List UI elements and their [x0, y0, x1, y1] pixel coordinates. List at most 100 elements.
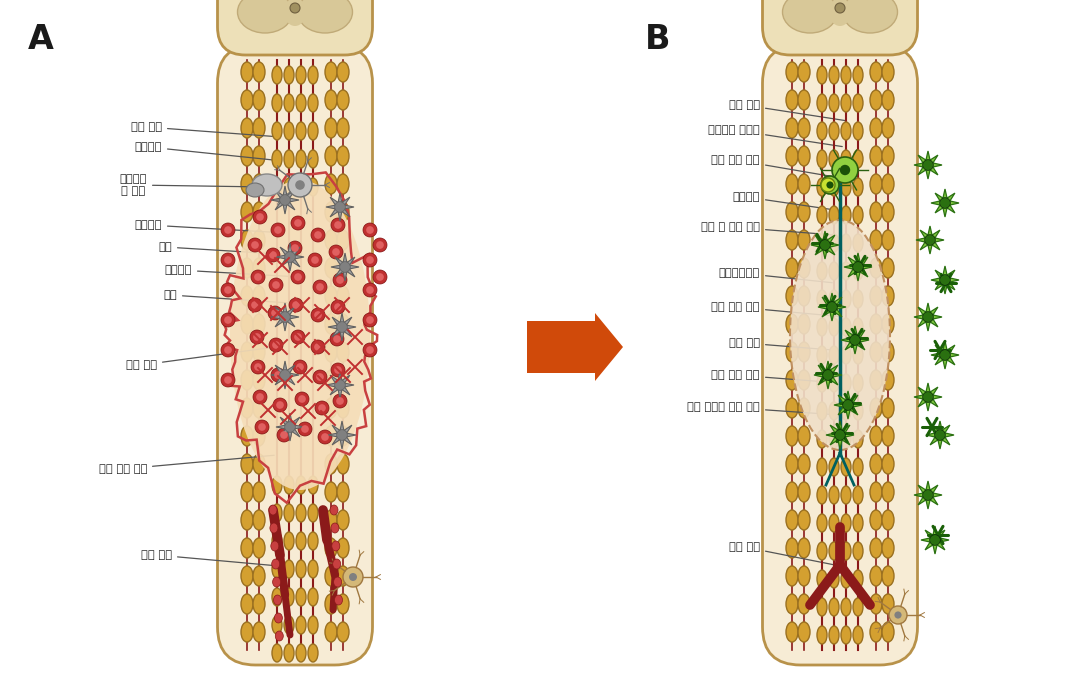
Ellipse shape	[870, 482, 882, 502]
Ellipse shape	[272, 66, 282, 84]
Ellipse shape	[870, 258, 882, 278]
Circle shape	[288, 173, 312, 197]
Circle shape	[820, 240, 830, 250]
Ellipse shape	[325, 202, 337, 222]
Circle shape	[308, 253, 322, 267]
Ellipse shape	[853, 94, 863, 112]
Ellipse shape	[882, 538, 894, 558]
Circle shape	[832, 157, 858, 183]
Ellipse shape	[798, 118, 810, 138]
Text: 이식 세포 분화: 이식 세포 분화	[712, 155, 832, 177]
Ellipse shape	[882, 286, 894, 306]
Text: 척수경로 재연결: 척수경로 재연결	[709, 125, 842, 147]
Ellipse shape	[829, 598, 839, 616]
Ellipse shape	[270, 523, 277, 533]
Ellipse shape	[786, 370, 798, 390]
Ellipse shape	[798, 286, 810, 306]
Circle shape	[293, 360, 307, 374]
Ellipse shape	[237, 0, 293, 33]
Ellipse shape	[798, 426, 810, 446]
Ellipse shape	[308, 150, 318, 168]
Circle shape	[313, 370, 327, 384]
Ellipse shape	[241, 230, 253, 250]
Circle shape	[853, 262, 864, 272]
Ellipse shape	[798, 454, 810, 474]
Ellipse shape	[337, 118, 349, 138]
Circle shape	[224, 376, 232, 384]
Circle shape	[257, 213, 264, 221]
Ellipse shape	[841, 150, 851, 168]
Ellipse shape	[817, 598, 827, 616]
Ellipse shape	[829, 346, 839, 364]
Circle shape	[258, 423, 265, 431]
Ellipse shape	[817, 542, 827, 560]
Circle shape	[840, 165, 851, 175]
Ellipse shape	[783, 0, 838, 33]
Ellipse shape	[817, 66, 827, 84]
Ellipse shape	[853, 542, 863, 560]
Ellipse shape	[241, 286, 253, 306]
Ellipse shape	[786, 62, 798, 82]
Ellipse shape	[284, 532, 294, 550]
Ellipse shape	[325, 482, 337, 502]
Polygon shape	[914, 151, 942, 179]
Polygon shape	[914, 303, 942, 331]
Ellipse shape	[241, 174, 253, 194]
Ellipse shape	[882, 510, 894, 530]
Ellipse shape	[337, 314, 349, 334]
Ellipse shape	[253, 314, 265, 334]
Ellipse shape	[296, 150, 306, 168]
Circle shape	[363, 253, 377, 267]
Ellipse shape	[817, 94, 827, 112]
Ellipse shape	[786, 622, 798, 642]
Ellipse shape	[853, 570, 863, 588]
Text: 세포사멸
및 괴사: 세포사멸 및 괴사	[119, 174, 264, 196]
Ellipse shape	[798, 538, 810, 558]
Circle shape	[333, 273, 347, 287]
Circle shape	[269, 251, 277, 259]
Circle shape	[288, 241, 302, 255]
Ellipse shape	[829, 514, 839, 532]
Circle shape	[331, 218, 345, 232]
Ellipse shape	[786, 342, 798, 362]
Ellipse shape	[296, 122, 306, 140]
Circle shape	[929, 534, 940, 546]
Ellipse shape	[308, 504, 318, 522]
Ellipse shape	[870, 146, 882, 166]
Ellipse shape	[272, 504, 282, 522]
Ellipse shape	[798, 510, 810, 530]
Circle shape	[290, 330, 305, 344]
Ellipse shape	[790, 220, 890, 450]
Ellipse shape	[870, 622, 882, 642]
Circle shape	[373, 238, 387, 252]
Ellipse shape	[870, 370, 882, 390]
Circle shape	[248, 298, 262, 312]
Ellipse shape	[333, 559, 341, 569]
Ellipse shape	[841, 514, 851, 532]
Ellipse shape	[325, 454, 337, 474]
Ellipse shape	[829, 402, 839, 420]
Ellipse shape	[829, 458, 839, 476]
Circle shape	[321, 433, 329, 441]
Circle shape	[336, 276, 344, 284]
Ellipse shape	[870, 342, 882, 362]
Ellipse shape	[337, 342, 349, 362]
Ellipse shape	[337, 482, 349, 502]
Ellipse shape	[337, 594, 349, 614]
Ellipse shape	[870, 566, 882, 586]
Ellipse shape	[817, 234, 827, 252]
Ellipse shape	[325, 90, 337, 110]
Circle shape	[336, 322, 347, 332]
Polygon shape	[331, 253, 359, 281]
Text: 탈수초화: 탈수초화	[134, 142, 281, 161]
Ellipse shape	[253, 538, 265, 558]
Ellipse shape	[853, 122, 863, 140]
Circle shape	[332, 248, 340, 256]
Ellipse shape	[284, 178, 294, 196]
Ellipse shape	[786, 202, 798, 222]
Circle shape	[295, 392, 309, 406]
Circle shape	[363, 313, 377, 327]
Ellipse shape	[308, 644, 318, 662]
Ellipse shape	[853, 626, 863, 644]
Polygon shape	[818, 293, 846, 321]
